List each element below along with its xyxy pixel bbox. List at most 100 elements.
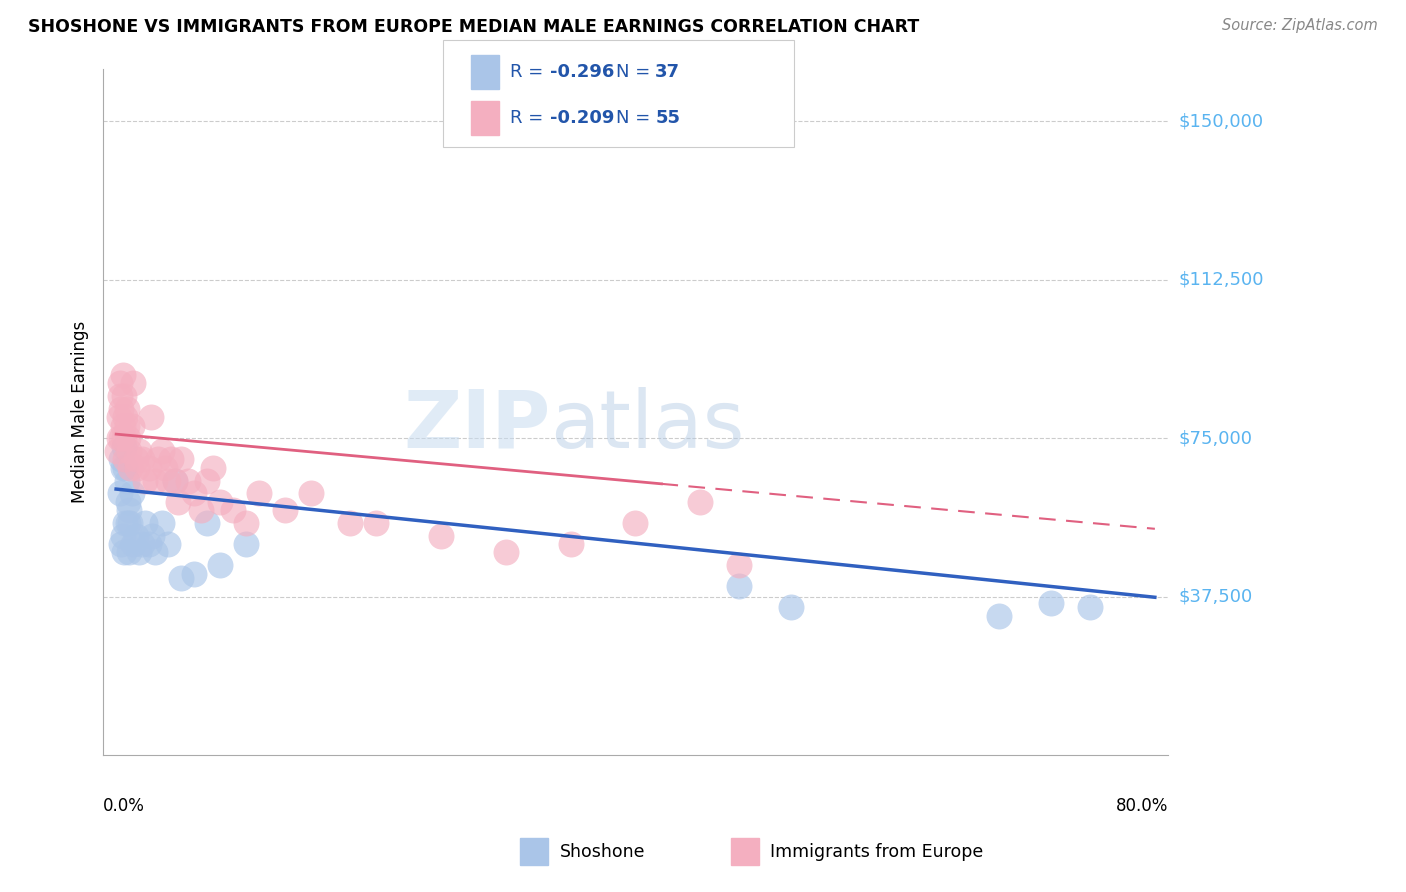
Point [108,486,131,500]
Point [108,376,131,391]
Y-axis label: Median Male Earnings: Median Male Earnings [72,321,89,503]
Point [364,516,387,530]
Point [339,516,361,530]
Point [143,545,166,559]
Point [624,516,647,530]
Point [122,376,145,391]
Point [112,389,135,403]
Point [121,486,143,500]
Text: R =: R = [510,109,550,128]
Text: SHOSHONE VS IMMIGRANTS FROM EUROPE MEDIAN MALE EARNINGS CORRELATION CHART: SHOSHONE VS IMMIGRANTS FROM EUROPE MEDIA… [28,18,920,36]
Text: $112,500: $112,500 [1180,271,1264,289]
Point [128,444,150,458]
Point [111,418,134,433]
Point [1078,600,1101,615]
Text: $37,500: $37,500 [1180,588,1253,606]
Point [124,528,146,542]
Point [111,528,134,542]
Point [141,528,163,542]
Point [128,545,150,559]
Text: 55: 55 [655,109,681,128]
Point [988,608,1011,623]
Point [118,444,141,458]
Point [780,600,803,615]
Point [107,444,129,458]
Point [208,495,231,509]
Point [125,461,148,475]
Point [114,516,136,530]
Point [138,537,160,551]
Point [111,368,134,382]
Point [274,503,297,517]
Text: $150,000: $150,000 [1180,112,1264,130]
Point [138,461,160,475]
Point [112,431,135,445]
Point [208,558,231,573]
Point [114,410,136,425]
Point [120,516,142,530]
Point [122,537,145,551]
Point [195,474,218,488]
Point [176,474,198,488]
Point [118,545,141,559]
Point [143,474,166,488]
Point [117,516,139,530]
Point [190,503,212,517]
Point [134,474,156,488]
Point [170,571,193,585]
Point [107,410,129,425]
Point [117,495,139,509]
Point [728,558,751,573]
Point [689,495,711,509]
Text: 0.0%: 0.0% [103,797,145,814]
Point [131,452,153,467]
Point [112,440,135,454]
Text: -0.296: -0.296 [550,63,614,81]
Text: N =: N = [616,63,655,81]
Point [299,486,322,500]
Point [495,545,517,559]
Point [146,452,169,467]
Point [163,474,186,488]
Point [111,461,134,475]
Point [159,452,181,467]
Point [167,495,190,509]
Point [155,461,177,475]
Point [157,474,180,488]
Text: -0.209: -0.209 [550,109,614,128]
Point [1040,596,1063,610]
Point [222,503,245,517]
Point [115,418,138,433]
Point [183,566,205,581]
Point [114,452,136,467]
Point [150,516,173,530]
Text: atlas: atlas [550,386,745,465]
Point [429,528,451,542]
Text: N =: N = [616,109,655,128]
Point [141,410,163,425]
Point [235,516,257,530]
Point [247,486,270,500]
Text: $75,000: $75,000 [1180,429,1253,448]
Text: ZIP: ZIP [404,386,550,465]
Point [560,537,582,551]
Point [110,401,132,416]
Point [118,503,141,517]
Point [110,452,132,467]
Point [121,418,143,433]
Point [163,474,186,488]
Point [183,486,205,500]
Text: R =: R = [510,63,550,81]
Point [134,516,156,530]
Point [120,461,142,475]
Point [202,461,225,475]
Point [131,537,153,551]
Point [117,431,139,445]
Text: 80.0%: 80.0% [1115,797,1168,814]
Text: Shoshone: Shoshone [560,843,645,861]
Point [170,452,193,467]
Point [114,461,136,475]
Point [235,537,257,551]
Point [112,545,135,559]
Point [124,452,146,467]
